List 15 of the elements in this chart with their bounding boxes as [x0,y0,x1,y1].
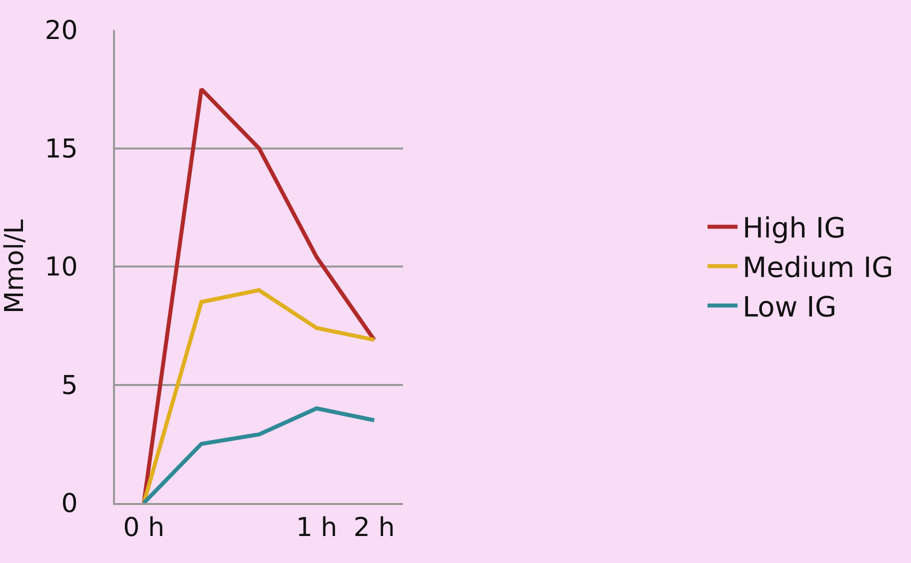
line-series [142,288,376,503]
x-tick-label: 0 h [123,513,164,544]
y-axis-title: Mmol/L [0,218,30,314]
legend-label: High IG [742,212,846,245]
line-series [142,87,376,503]
y-tick-label: 5 [61,370,78,401]
y-tick-label: 20 [44,16,78,46]
line-series [142,406,376,503]
legend-label: Medium IG [742,251,894,284]
y-tick-label: 10 [44,252,78,283]
legend-label: Low IG [742,290,837,324]
x-tick-label: 2 h [354,513,395,544]
y-tick-label: 0 [61,489,78,520]
y-tick-label: 15 [44,134,78,164]
x-tick-label: 1 h [296,513,338,544]
